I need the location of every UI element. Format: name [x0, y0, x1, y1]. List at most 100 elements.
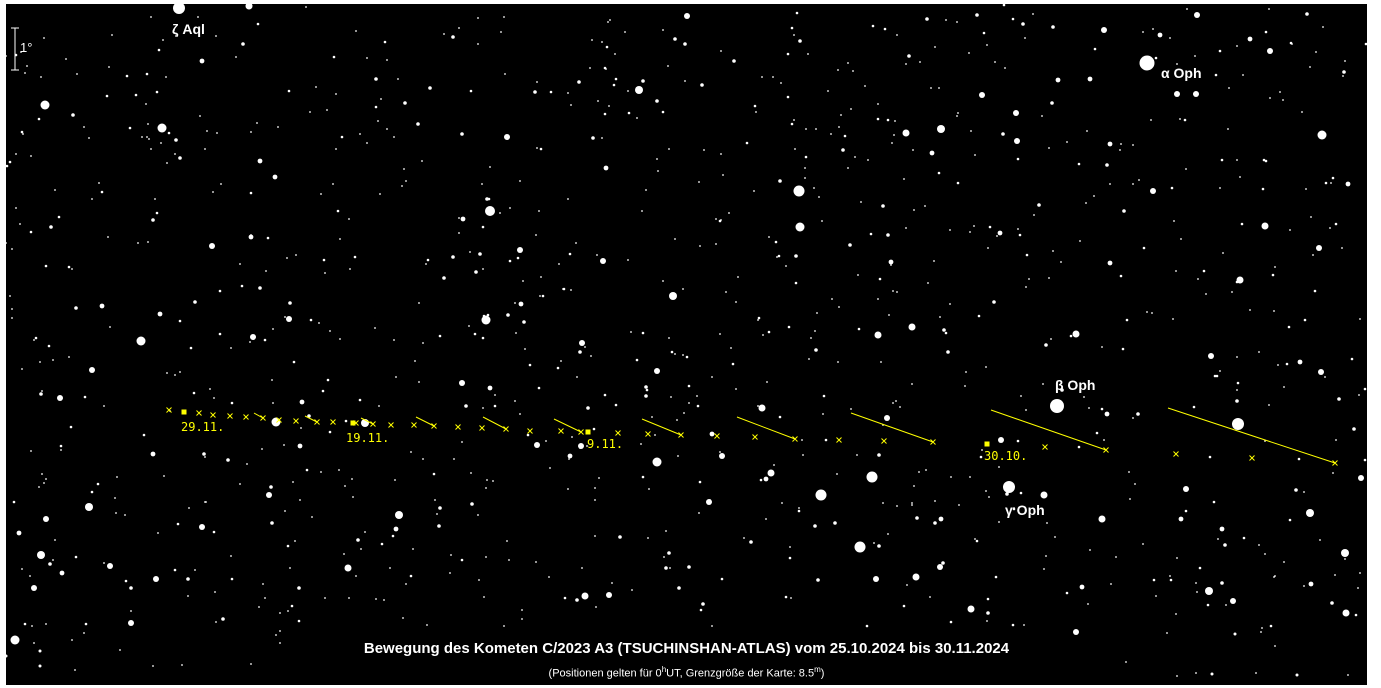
star: [795, 222, 805, 232]
star: [1176, 63, 1178, 65]
star: [1239, 176, 1241, 178]
star: [1041, 115, 1043, 117]
comet-position-marker: [503, 426, 509, 432]
star: [309, 318, 313, 322]
star: [594, 487, 596, 489]
star: [558, 263, 560, 265]
star: [627, 90, 629, 92]
star: [99, 303, 105, 309]
star: [186, 577, 190, 581]
star: [840, 114, 842, 116]
star: [1330, 601, 1334, 605]
star: [1142, 246, 1146, 250]
star: [514, 302, 516, 304]
star: [797, 509, 801, 513]
comet-position-marker: [1103, 447, 1109, 453]
comet-position-marker: [578, 429, 584, 435]
star: [794, 148, 796, 150]
star-beta-oph: [1050, 399, 1064, 413]
star: [11, 248, 13, 250]
star: [905, 227, 907, 229]
star: [1093, 195, 1095, 197]
star: [814, 348, 818, 352]
comet-position-marker: [714, 433, 720, 439]
star: [469, 89, 473, 93]
date-label-29-11: 29.11.: [181, 420, 225, 434]
star: [148, 138, 150, 140]
star: [913, 485, 915, 487]
star: [1085, 202, 1087, 204]
star: [30, 450, 32, 452]
star: [355, 575, 357, 577]
star: [1017, 228, 1019, 230]
comet-date-marker: [350, 420, 356, 426]
star: [873, 542, 875, 544]
star: [579, 340, 585, 346]
star: [179, 371, 181, 373]
star: [1011, 623, 1015, 627]
star: [1138, 179, 1140, 181]
star: [1194, 55, 1196, 57]
star: [687, 384, 691, 388]
star: [174, 374, 176, 376]
star: [351, 478, 353, 480]
scale-label: 1°: [20, 40, 33, 55]
star: [911, 383, 913, 385]
star: [1115, 556, 1117, 558]
star: [1303, 318, 1307, 322]
comet-tail: [736, 416, 796, 440]
star: [68, 356, 70, 358]
star: [199, 58, 205, 64]
star: [194, 569, 196, 571]
star: [124, 579, 128, 583]
star: [1334, 574, 1336, 576]
star: [15, 207, 17, 209]
star: [1315, 51, 1317, 53]
star: [130, 610, 132, 612]
star: [322, 258, 326, 262]
star: [489, 166, 491, 168]
star: [481, 336, 485, 340]
star: [11, 308, 13, 310]
star: [23, 622, 27, 626]
star: [1172, 318, 1174, 320]
star: [299, 499, 301, 501]
star: [567, 488, 569, 490]
star: [982, 31, 986, 35]
star: [426, 258, 430, 262]
star: [1054, 408, 1056, 410]
star: [1269, 97, 1271, 99]
star: [1093, 47, 1097, 51]
star: [470, 472, 472, 474]
star: [1154, 56, 1158, 60]
star: [1258, 544, 1260, 546]
star: [596, 254, 598, 256]
star: [6, 654, 8, 658]
subtitle-sup-m: m: [814, 665, 821, 674]
star: [762, 334, 764, 336]
star: [74, 555, 78, 559]
star: [992, 300, 996, 304]
star: [1016, 439, 1020, 443]
star: [22, 133, 24, 135]
star: [706, 499, 712, 505]
star: [263, 338, 267, 342]
star: [59, 570, 65, 576]
star: [45, 478, 47, 480]
star: [998, 466, 1000, 468]
star: [985, 366, 987, 368]
star: [1357, 587, 1359, 589]
star: [20, 130, 24, 134]
star: [876, 117, 880, 121]
comet-position-marker: [615, 430, 621, 436]
star: [163, 475, 165, 477]
star: [29, 230, 33, 234]
star: [1318, 369, 1324, 375]
star: [929, 150, 935, 156]
subtitle-sup-h: h: [661, 665, 667, 674]
star: [1060, 388, 1064, 392]
star: [393, 136, 395, 138]
comet-tail: [850, 412, 934, 443]
star: [178, 319, 182, 323]
star: [15, 153, 17, 155]
